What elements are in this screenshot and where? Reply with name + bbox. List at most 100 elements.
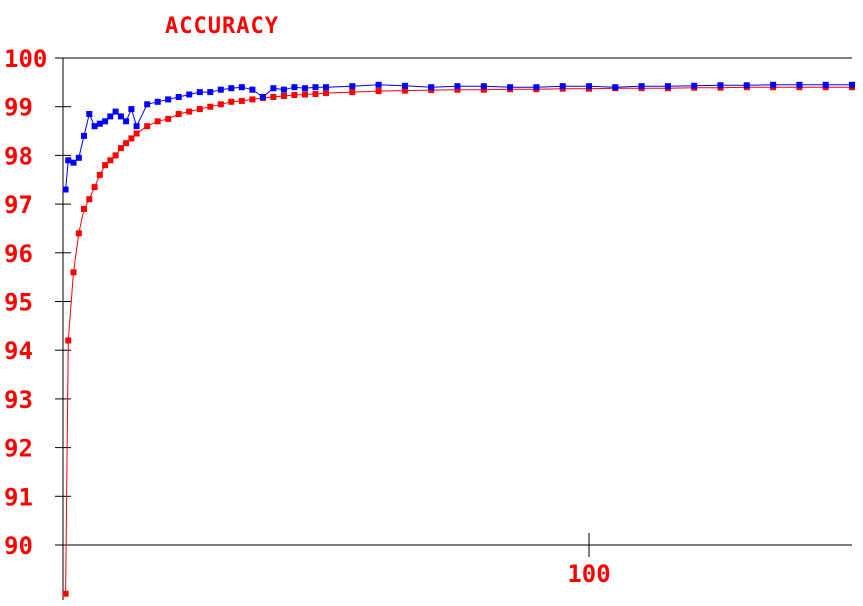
data-point [312, 84, 319, 91]
series-group [62, 84, 855, 597]
data-point [375, 81, 382, 88]
data-point [144, 123, 151, 130]
data-point [612, 84, 619, 91]
y-tick-label: 94 [4, 337, 33, 365]
data-point [480, 83, 487, 90]
data-point [112, 108, 119, 115]
data-point [280, 93, 287, 99]
data-point [96, 120, 103, 127]
data-point [144, 101, 151, 108]
data-point [270, 94, 277, 100]
data-point [175, 111, 182, 117]
data-point [312, 91, 319, 97]
data-point [270, 85, 277, 92]
data-point [65, 337, 72, 344]
data-point [207, 89, 214, 96]
data-point [165, 96, 172, 103]
axis-layer: 90 91 92 93 94 95 96 97 98 99 100 100 [4, 45, 852, 600]
data-point [123, 140, 130, 147]
data-point [323, 84, 329, 91]
data-point [81, 206, 87, 212]
data-point [480, 86, 487, 93]
data-point [302, 91, 308, 98]
x-tick-label: 100 [567, 560, 610, 588]
series-line [65, 84, 852, 190]
data-point [107, 113, 114, 120]
data-point [717, 82, 724, 89]
data-point [102, 162, 109, 169]
data-point [133, 130, 140, 137]
data-point [454, 83, 461, 90]
data-point [128, 106, 135, 113]
data-point [154, 98, 161, 105]
data-point [559, 83, 566, 90]
data-point [117, 145, 124, 152]
data-point [249, 86, 256, 93]
data-point [123, 118, 130, 125]
data-point [302, 85, 308, 92]
data-point [586, 83, 592, 90]
data-point [401, 87, 408, 94]
y-tick-label: 98 [4, 142, 33, 170]
data-point [323, 90, 329, 97]
y-tick-label: 93 [4, 386, 33, 414]
data-point [196, 89, 203, 96]
data-point [228, 98, 235, 105]
data-point [533, 84, 540, 91]
data-point [428, 84, 435, 91]
title-layer: ACCURACY [165, 14, 279, 39]
data-point [507, 84, 514, 91]
y-tick-label: 97 [4, 191, 33, 219]
y-tick-label: 91 [4, 483, 33, 511]
data-point [62, 186, 69, 193]
data-point [117, 113, 124, 120]
y-tick-label: 95 [4, 289, 33, 317]
series-layer [62, 81, 855, 597]
data-point [102, 118, 109, 125]
data-point [638, 83, 645, 90]
data-point [349, 83, 356, 90]
data-point [186, 91, 193, 98]
data-point [217, 86, 224, 93]
data-point [91, 184, 98, 191]
data-point [86, 111, 93, 117]
series-group [62, 81, 855, 193]
data-point [238, 84, 245, 91]
data-point [62, 590, 69, 597]
data-point [249, 96, 256, 103]
data-point [196, 106, 203, 113]
y-tick-label: 96 [4, 240, 33, 268]
data-point [217, 101, 224, 108]
data-point [65, 157, 72, 164]
data-point [70, 269, 77, 276]
data-point [796, 81, 803, 88]
data-point [349, 89, 356, 96]
data-point [259, 94, 266, 100]
data-point [75, 230, 82, 237]
data-point [86, 196, 93, 203]
data-point [186, 108, 193, 115]
data-point [75, 154, 82, 161]
data-point [691, 82, 698, 89]
series-line [65, 86, 852, 594]
data-point [207, 103, 214, 110]
data-point [401, 82, 408, 89]
data-point [91, 123, 98, 130]
data-point [280, 86, 287, 93]
data-point [133, 123, 140, 130]
data-point [238, 97, 245, 104]
data-point [165, 115, 172, 122]
data-point [454, 86, 461, 93]
data-point [112, 152, 119, 159]
chart-title: ACCURACY [165, 14, 279, 39]
data-point [743, 82, 750, 89]
y-tick-label: 90 [4, 532, 33, 560]
data-point [96, 171, 103, 178]
data-point [128, 135, 135, 142]
y-tick-label: 100 [4, 45, 47, 73]
data-point [770, 81, 777, 88]
data-point [175, 94, 182, 100]
data-point [822, 81, 829, 88]
